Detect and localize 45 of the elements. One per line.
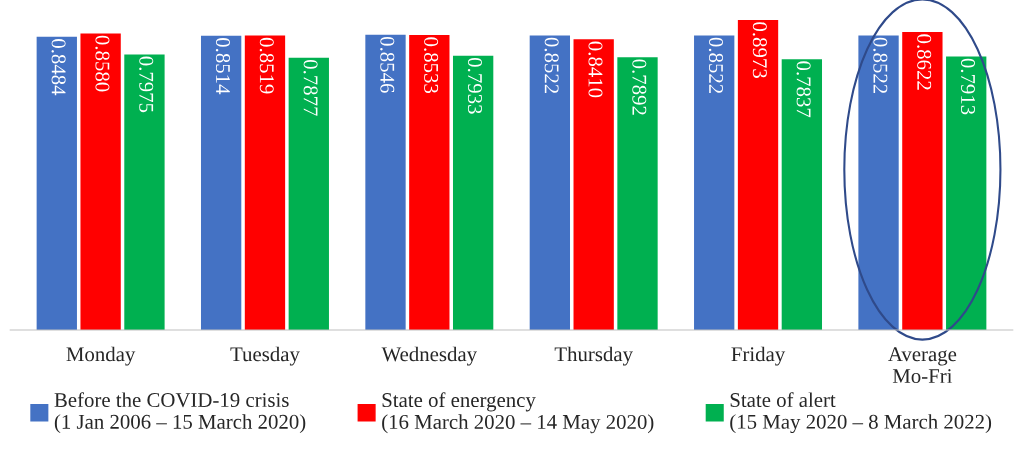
data-label: 0.7913 [960, 58, 976, 115]
data-label: 0.8533 [424, 37, 439, 94]
data-label: 0.7975 [139, 56, 154, 113]
bar [124, 54, 165, 330]
bar [365, 34, 406, 330]
data-label: 0.8410 [588, 41, 603, 98]
data-label: 0.7837 [796, 61, 811, 118]
x-tick-label: Thursday [554, 346, 633, 366]
x-tick-label: Wednesday [381, 346, 477, 366]
data-label: 0.7933 [467, 58, 482, 114]
bar [288, 57, 329, 330]
data-label: 0.8622 [917, 34, 932, 90]
x-tick-label: Tuesday [230, 346, 300, 366]
bar [409, 35, 450, 330]
bar [946, 56, 987, 330]
x-tick-label: Monday [66, 346, 136, 366]
legend-label: State of alert (15 May 2020 – 8 March 2022) [730, 392, 992, 434]
bar [36, 36, 77, 330]
data-label: 0.7892 [632, 59, 647, 115]
bar [858, 35, 899, 330]
bar [80, 33, 121, 330]
data-label: 0.8514 [215, 38, 230, 95]
data-label: 0.8522 [544, 37, 559, 94]
bar [902, 32, 943, 330]
data-label: 0.8546 [380, 36, 395, 93]
data-label: 0.7877 [303, 59, 318, 116]
x-tick-label: Average Mo-Fri [888, 347, 957, 384]
data-label: 0.8484 [51, 39, 66, 96]
bar [781, 59, 823, 330]
bar [737, 19, 779, 330]
data-label: 0.8522 [873, 37, 888, 94]
legend-label: State of energency (16 March 2020 – 14 May 2020) [382, 392, 654, 434]
bar [452, 55, 494, 330]
legend-label: Before the COVID-19 crisis (1 Jan 2006 – 15 March 2020) [54, 392, 306, 434]
data-label: 0.8519 [259, 37, 274, 94]
bar [694, 35, 735, 330]
bar [573, 39, 614, 330]
bar [617, 57, 658, 330]
data-label: 0.8522 [708, 37, 724, 94]
bar [529, 35, 571, 330]
data-label: 0.8580 [95, 35, 110, 92]
bar [244, 35, 286, 330]
data-label: 0.8973 [752, 22, 767, 78]
x-tick-label: Friday [731, 346, 786, 366]
bar [200, 35, 242, 330]
